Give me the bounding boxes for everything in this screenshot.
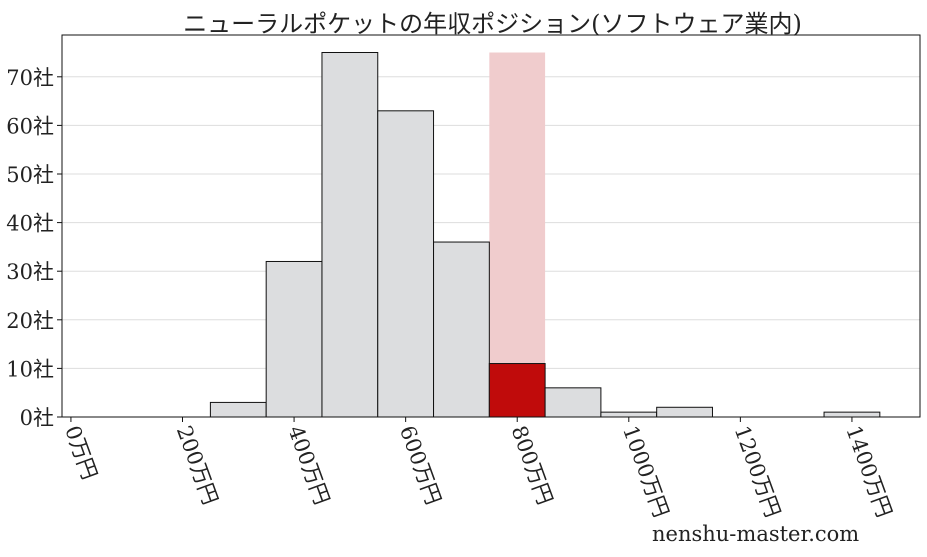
x-tick-label: 800万円: [507, 423, 558, 508]
y-tick-label: 20社: [6, 309, 54, 333]
y-tick-label: 10社: [6, 357, 54, 381]
histogram-bar: [488, 363, 546, 418]
y-tick-label: 60社: [6, 114, 54, 138]
histogram-bar: [209, 401, 267, 418]
x-tick-label: 600万円: [395, 423, 446, 508]
chart-title: ニューラルポケットの年収ポジション(ソフトウェア業内): [183, 10, 802, 38]
histogram-bar: [265, 260, 323, 418]
x-tick-label: 0万円: [60, 423, 101, 483]
y-tick-label: 30社: [6, 260, 54, 284]
highlight-band: [489, 52, 546, 417]
histogram-bar: [433, 241, 490, 418]
x-tick-label: 1200万円: [730, 423, 785, 521]
x-tick-label: 200万円: [172, 423, 223, 508]
x-tick-label: 1400万円: [841, 423, 896, 521]
x-tick-label: 1000万円: [618, 423, 673, 521]
y-tick-label: 70社: [6, 66, 54, 90]
histogram-bar: [321, 51, 379, 418]
watermark: nenshu-master.com: [652, 522, 860, 546]
histogram-bar: [600, 411, 658, 418]
y-tick-label: 50社: [6, 163, 54, 187]
x-tick-label: 400万円: [283, 423, 334, 508]
histogram-bar: [544, 387, 602, 418]
plot-frame: [61, 34, 921, 418]
y-tick-label: 0社: [20, 406, 54, 430]
histogram-bar: [377, 110, 435, 418]
histogram-bar: [656, 406, 713, 418]
y-tick-label: 40社: [6, 212, 54, 236]
histogram-bar: [823, 411, 881, 418]
